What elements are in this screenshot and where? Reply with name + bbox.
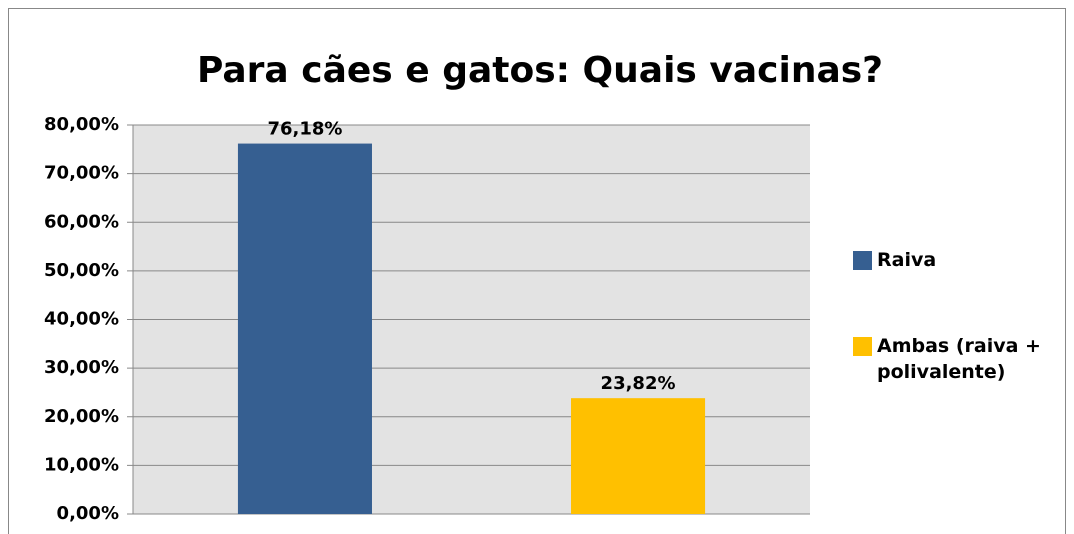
y-tick-label: 60,00%: [44, 211, 119, 232]
data-label: 76,18%: [267, 119, 342, 140]
y-tick-label: 70,00%: [44, 163, 119, 184]
chart-frame: [8, 8, 1066, 534]
data-label: 23,82%: [601, 373, 676, 394]
y-tick-label: 80,00%: [44, 114, 119, 135]
legend-item: Raiva: [853, 247, 1053, 273]
legend-label: Raiva: [877, 249, 937, 271]
y-tick-label: 20,00%: [44, 406, 119, 427]
legend-swatch: [853, 251, 872, 270]
y-tick-label: 30,00%: [44, 357, 119, 378]
bar: [571, 398, 706, 514]
legend-item: Ambas (raiva + polivalente): [853, 333, 1053, 385]
y-tick-label: 10,00%: [44, 454, 119, 475]
y-tick-label: 40,00%: [44, 309, 119, 330]
legend-label: Ambas (raiva + polivalente): [877, 335, 1041, 383]
y-tick-label: 50,00%: [44, 260, 119, 281]
y-tick-label: 0,00%: [57, 503, 119, 524]
legend-swatch: [853, 337, 872, 356]
bar: [237, 143, 372, 514]
chart-title: Para cães e gatos: Quais vacinas?: [197, 50, 883, 91]
